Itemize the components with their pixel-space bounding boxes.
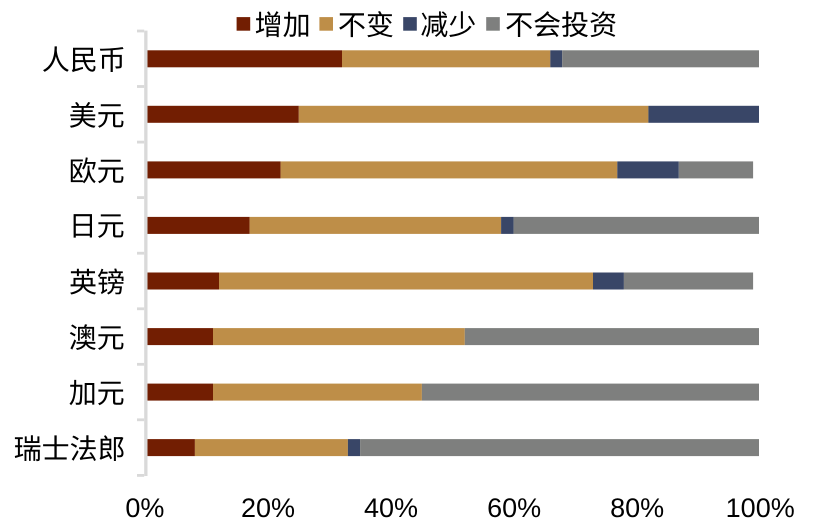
- svg-text:40%: 40%: [364, 493, 418, 523]
- svg-text:80%: 80%: [610, 493, 664, 523]
- svg-text:60%: 60%: [487, 493, 541, 523]
- svg-text:100%: 100%: [726, 493, 795, 523]
- svg-text:20%: 20%: [241, 493, 295, 523]
- svg-text:0%: 0%: [125, 493, 164, 523]
